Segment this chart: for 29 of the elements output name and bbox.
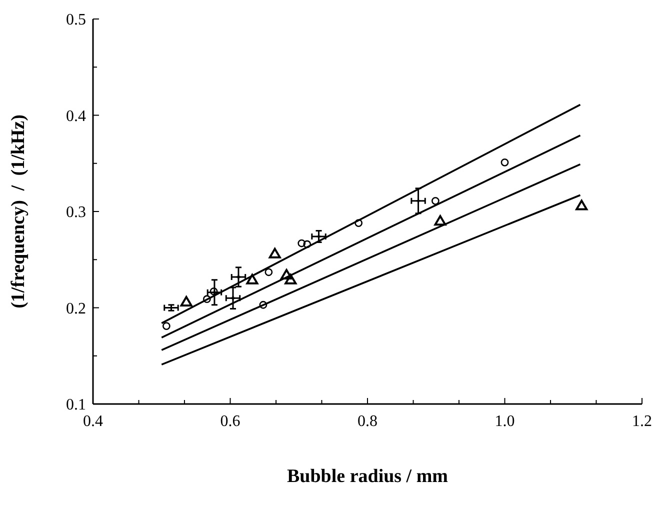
point — [210, 287, 218, 296]
point — [434, 215, 446, 226]
point — [268, 248, 281, 258]
x-tick-label: 0.8 — [358, 413, 378, 430]
x-tick-label: 0.6 — [220, 413, 240, 430]
point — [246, 274, 258, 284]
point — [162, 322, 170, 330]
x-tick-label: 1.2 — [632, 413, 652, 430]
point — [303, 240, 312, 248]
x-tick-label: 1.0 — [494, 413, 515, 430]
y-tick-label: 0.3 — [66, 204, 86, 222]
y-tick-label: 0.5 — [66, 12, 86, 29]
x-tick-label: 0.4 — [83, 413, 103, 430]
point — [202, 295, 211, 304]
y-tick-label: 0.2 — [66, 300, 86, 318]
point — [431, 196, 440, 205]
point — [280, 269, 293, 280]
point — [298, 239, 306, 248]
y-tick-label: 0.4 — [66, 108, 86, 125]
x-axis-title: Bubble radius / mm — [286, 466, 448, 487]
point — [264, 268, 273, 276]
point — [284, 274, 297, 284]
point — [180, 296, 192, 306]
y-tick-label: 0.1 — [66, 396, 86, 414]
point — [259, 300, 268, 309]
point — [354, 219, 363, 227]
point — [576, 200, 588, 210]
point — [500, 158, 509, 166]
y-axis-title: (1/frequency) / (1/kHz) — [8, 114, 29, 308]
